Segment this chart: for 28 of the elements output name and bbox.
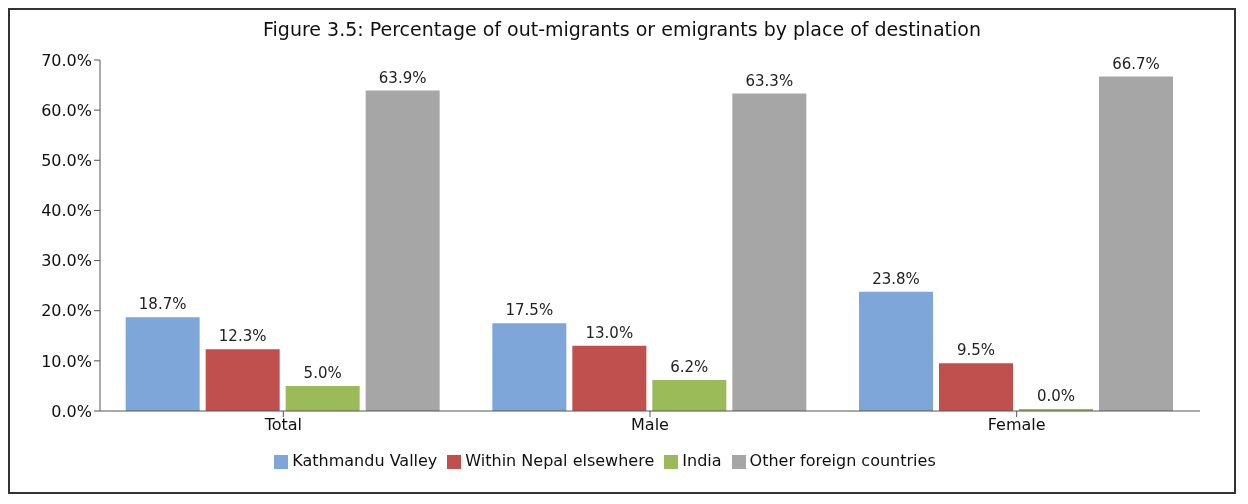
y-tick-label: 30.0%	[41, 251, 92, 271]
data-label: 63.3%	[745, 71, 794, 90]
legend-label: India	[682, 451, 722, 470]
data-label: 23.8%	[872, 269, 920, 288]
data-label: 66.7%	[1112, 54, 1160, 73]
data-label: 6.2%	[670, 357, 709, 376]
legend-label: Kathmandu Valley	[292, 451, 438, 470]
y-tick-label: 40.0%	[41, 201, 92, 221]
data-label: 13.0%	[585, 323, 634, 342]
x-tick-label: Female	[987, 415, 1046, 435]
legend-label: Within Nepal elsewhere	[465, 451, 655, 470]
x-tick-label: Male	[631, 415, 669, 435]
y-tick-label: 50.0%	[41, 150, 92, 170]
data-label: 63.9%	[378, 68, 427, 87]
y-tick-label: 70.0%	[41, 50, 92, 70]
data-label: 9.5%	[956, 341, 996, 360]
data-label: 18.7%	[138, 295, 187, 314]
y-tick-label: 20.0%	[41, 301, 92, 321]
legend-label: Other foreign countries	[749, 451, 936, 470]
data-label: 12.3%	[218, 327, 267, 346]
data-label: 5.0%	[303, 363, 342, 382]
data-label: 17.5%	[505, 301, 554, 320]
y-tick-label: 0.0%	[51, 401, 92, 421]
y-tick-label: 60.0%	[41, 100, 92, 120]
data-label: 0.0%	[1036, 387, 1076, 405]
x-tick-label: Total	[263, 415, 303, 435]
chart-title: Figure 3.5: Percentage of out-migrants or emigrants by place of destination	[262, 17, 982, 40]
y-tick-label: 10.0%	[41, 351, 92, 371]
